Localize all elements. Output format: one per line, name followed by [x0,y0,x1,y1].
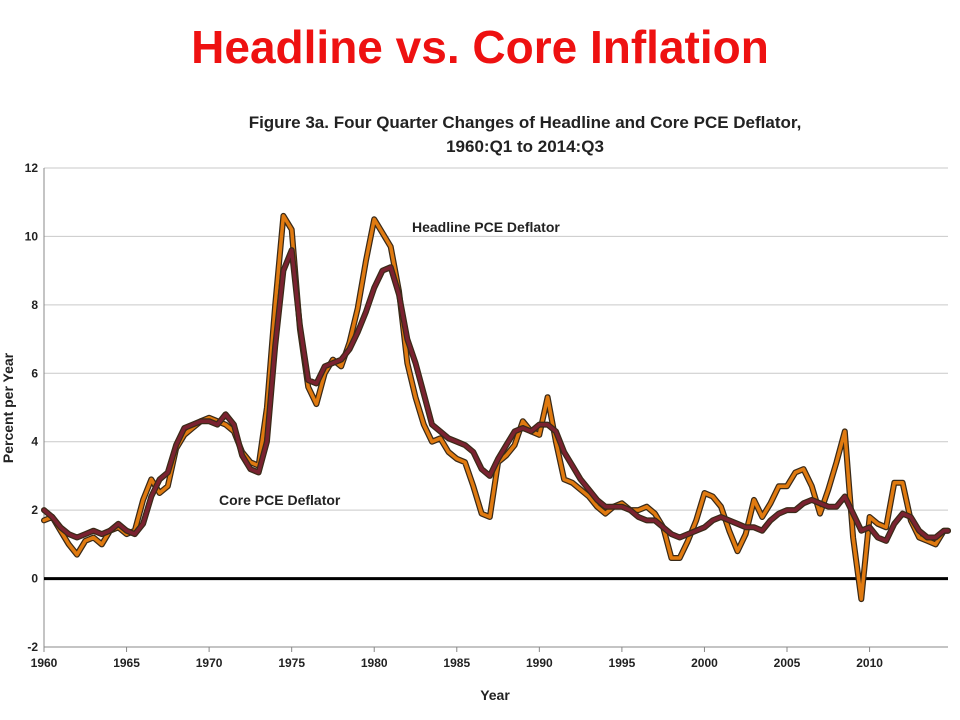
gridlines [44,167,948,648]
y-tick-label: 8 [31,298,38,312]
axes [43,168,948,652]
x-tick-label: 1960 [31,656,58,670]
series-lines [41,212,951,603]
annotation-core: Core PCE Deflator [219,492,341,508]
headline-pce-deflator-line [42,214,950,601]
y-tick-label: 10 [25,229,39,243]
x-tick-label: 1985 [443,656,470,670]
x-tick-label: 1965 [113,656,140,670]
x-tick-label: 1970 [196,656,223,670]
slide-title: Headline vs. Core Inflation [191,21,769,73]
x-axis-label: Year [480,687,510,703]
y-tick-label: 4 [31,435,38,449]
x-tick-label: 2010 [856,656,883,670]
x-tick-label: 2000 [691,656,718,670]
core-pce-deflator-outline [41,247,951,544]
y-tick-label: 6 [31,366,38,380]
x-tick-label: 1975 [278,656,305,670]
x-tick-label: 1995 [609,656,636,670]
tick-labels: -2 0 2 4 6 8 10 12 1960 1965 1970 1975 1980 1985 1990 1… [25,161,884,670]
annotation-headline: Headline PCE Deflator [412,219,560,235]
y-tick-label: -2 [27,640,38,654]
chart-title-line2: 1960:Q1 to 2014:Q3 [446,137,604,156]
x-tick-label: 1990 [526,656,553,670]
core-pce-deflator-line [42,248,950,543]
x-tick-label: 1980 [361,656,388,670]
headline-pce-deflator-outline [41,212,951,603]
y-axis-label: Percent per Year [0,352,16,463]
x-tick-label: 2005 [774,656,801,670]
y-tick-label: 2 [31,503,38,517]
y-tick-label: 0 [31,572,38,586]
y-tick-label: 12 [25,161,39,175]
chart-title-line1: Figure 3a. Four Quarter Changes of Headl… [249,113,802,132]
